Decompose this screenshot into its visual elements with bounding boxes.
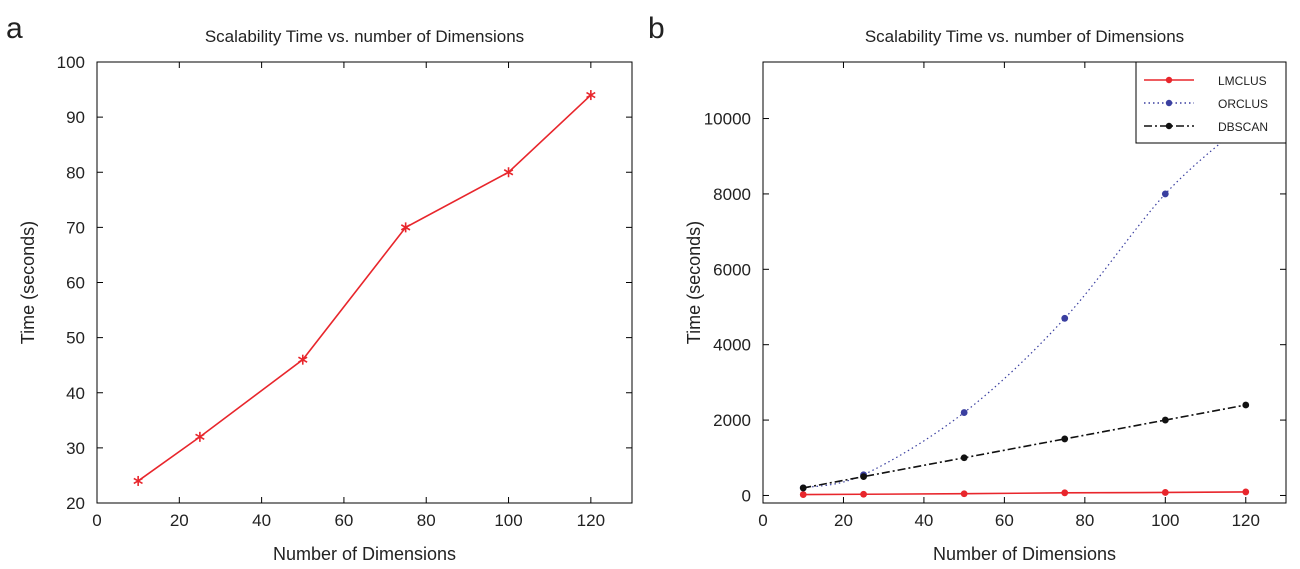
data-point xyxy=(799,484,807,492)
data-point xyxy=(1161,416,1169,424)
x-tick-label: 100 xyxy=(1151,511,1179,530)
x-tick-label: 120 xyxy=(577,511,605,530)
y-axis-label: Time (seconds) xyxy=(18,221,38,344)
y-tick-label: 6000 xyxy=(713,260,751,279)
data-point xyxy=(799,491,807,498)
data-point xyxy=(1242,401,1250,409)
chart-title: Scalability Time vs. number of Dimension… xyxy=(205,27,524,46)
legend-label: ORCLUS xyxy=(1218,97,1268,111)
data-point xyxy=(298,354,308,365)
data-point xyxy=(860,490,867,498)
panel-label: b xyxy=(648,12,665,45)
legend: LMCLUS ORCLUS DBSCAN xyxy=(1135,61,1287,144)
legend-marker xyxy=(1165,76,1173,84)
x-tick-label: 60 xyxy=(334,511,353,530)
y-tick-label: 50 xyxy=(66,329,85,348)
x-tick-label: 100 xyxy=(494,511,522,530)
chart-title: Scalability Time vs. number of Dimension… xyxy=(865,27,1184,46)
y-tick-label: 0 xyxy=(742,486,751,505)
y-tick-label: 80 xyxy=(66,163,85,182)
x-tick-label: 40 xyxy=(252,511,271,530)
x-tick-label: 40 xyxy=(914,511,933,530)
data-point xyxy=(960,409,968,416)
x-tick-label: 20 xyxy=(834,511,853,530)
y-tick-label: 60 xyxy=(66,274,85,293)
data-point xyxy=(960,490,968,498)
series-line-lmclus xyxy=(803,491,1246,496)
legend-label: LMCLUS xyxy=(1218,74,1267,88)
x-tick-label: 0 xyxy=(758,511,767,530)
y-tick-label: 30 xyxy=(66,439,85,458)
x-axis-label: Number of Dimensions xyxy=(933,544,1116,564)
y-tick-label: 100 xyxy=(57,53,85,72)
legend-box xyxy=(1135,61,1287,144)
plot-frame xyxy=(762,61,1287,504)
legend-marker xyxy=(1165,99,1173,107)
x-tick-label: 120 xyxy=(1232,511,1260,530)
data-point xyxy=(960,454,968,462)
data-point xyxy=(1061,314,1069,322)
x-tick-label: 80 xyxy=(417,511,436,530)
series-group xyxy=(133,90,596,486)
data-point xyxy=(133,475,143,486)
series-line-0 xyxy=(137,94,592,482)
y-tick-label: 20 xyxy=(66,494,85,513)
legend-marker xyxy=(1165,122,1173,130)
series-group xyxy=(799,118,1250,498)
data-point xyxy=(195,431,205,442)
data-point xyxy=(1161,190,1169,198)
y-tick-label: 40 xyxy=(66,384,85,403)
x-tick-label: 60 xyxy=(995,511,1014,530)
data-point xyxy=(1242,488,1250,496)
y-tick-label: 10000 xyxy=(704,110,751,129)
data-point xyxy=(1161,489,1169,496)
data-point xyxy=(860,473,867,481)
y-tick-label: 70 xyxy=(66,218,85,237)
data-point xyxy=(1061,489,1069,497)
chart-panel-b: b Scalability Time vs. number of Dimensio… xyxy=(648,12,1287,564)
data-point xyxy=(1061,435,1069,443)
data-point xyxy=(400,222,411,233)
x-tick-label: 0 xyxy=(92,511,101,530)
y-axis-label: Time (seconds) xyxy=(684,221,704,344)
data-point xyxy=(503,167,514,178)
x-tick-label: 20 xyxy=(170,511,189,530)
legend-label: DBSCAN xyxy=(1218,120,1268,134)
plot-frame xyxy=(96,61,633,504)
y-tick-label: 2000 xyxy=(713,411,751,430)
series-line-dbscan xyxy=(803,404,1246,489)
x-axis-label: Number of Dimensions xyxy=(273,544,456,564)
y-tick-label: 4000 xyxy=(713,336,751,355)
panel-label: a xyxy=(6,12,23,45)
y-tick-label: 8000 xyxy=(713,185,751,204)
x-tick-label: 80 xyxy=(1075,511,1094,530)
y-tick-label: 90 xyxy=(66,108,85,127)
series-line-orclus xyxy=(803,121,1247,489)
data-point xyxy=(586,90,596,101)
chart-panel-a: a Scalability Time vs. number of Dimensio… xyxy=(6,12,633,564)
